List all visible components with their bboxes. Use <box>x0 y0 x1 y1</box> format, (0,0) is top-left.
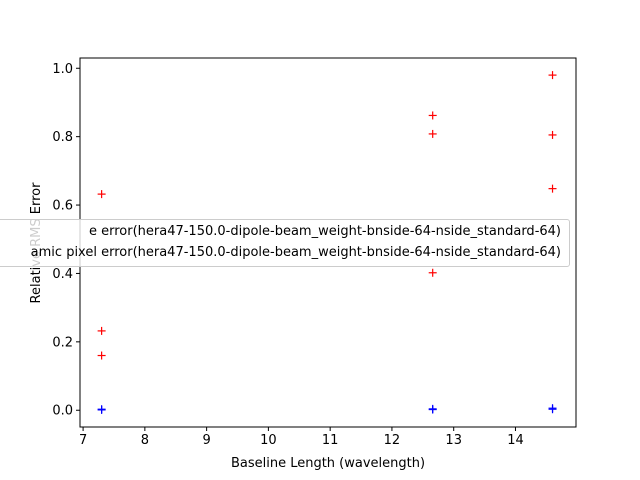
x-axis-label: Baseline Length (wavelength) <box>231 456 425 471</box>
y-tick-label: 0.4 <box>52 267 73 282</box>
legend-label: e error(hera47-150.0-dipole-beam_weight-… <box>88 224 561 239</box>
x-tick-label: 12 <box>384 433 401 448</box>
x-tick-label: 11 <box>322 433 339 448</box>
y-tick-label: 0.6 <box>52 199 73 214</box>
y-tick-label: 0.2 <box>52 335 73 350</box>
legend-entry: amic pixel error(hera47-150.0-dipole-bea… <box>31 243 561 263</box>
y-axis-ticks: 0.0 0.2 0.4 0.6 0.8 1.0 <box>52 62 80 419</box>
y-tick-label: 1.0 <box>52 62 73 77</box>
legend-label: amic pixel error(hera47-150.0-dipole-bea… <box>30 245 561 260</box>
y-tick-label: 0.0 <box>52 404 73 419</box>
data-point-red <box>548 184 557 193</box>
data-point-blue <box>97 405 106 414</box>
x-tick-label: 8 <box>141 433 149 448</box>
data-point-blue <box>428 405 437 414</box>
data-point-red <box>548 71 557 80</box>
data-point-red <box>97 190 106 199</box>
data-point-blue <box>548 405 557 414</box>
legend-entry: e error(hera47-150.0-dipole-beam_weight-… <box>89 222 561 242</box>
data-point-red <box>428 129 437 138</box>
y-tick-label: 0.8 <box>52 130 73 145</box>
x-axis-ticks: 7 8 9 10 11 12 13 14 <box>79 427 524 448</box>
legend: e error(hera47-150.0-dipole-beam_weight-… <box>0 219 570 267</box>
x-tick-label: 10 <box>260 433 277 448</box>
data-point-red <box>428 268 437 277</box>
data-point-red <box>97 351 106 360</box>
data-point-red <box>428 111 437 120</box>
data-point-red <box>548 130 557 139</box>
data-points <box>97 71 557 414</box>
data-point-red <box>97 326 106 335</box>
x-tick-label: 14 <box>507 433 524 448</box>
x-tick-label: 13 <box>445 433 462 448</box>
x-tick-label: 9 <box>202 433 210 448</box>
x-tick-label: 7 <box>79 433 87 448</box>
